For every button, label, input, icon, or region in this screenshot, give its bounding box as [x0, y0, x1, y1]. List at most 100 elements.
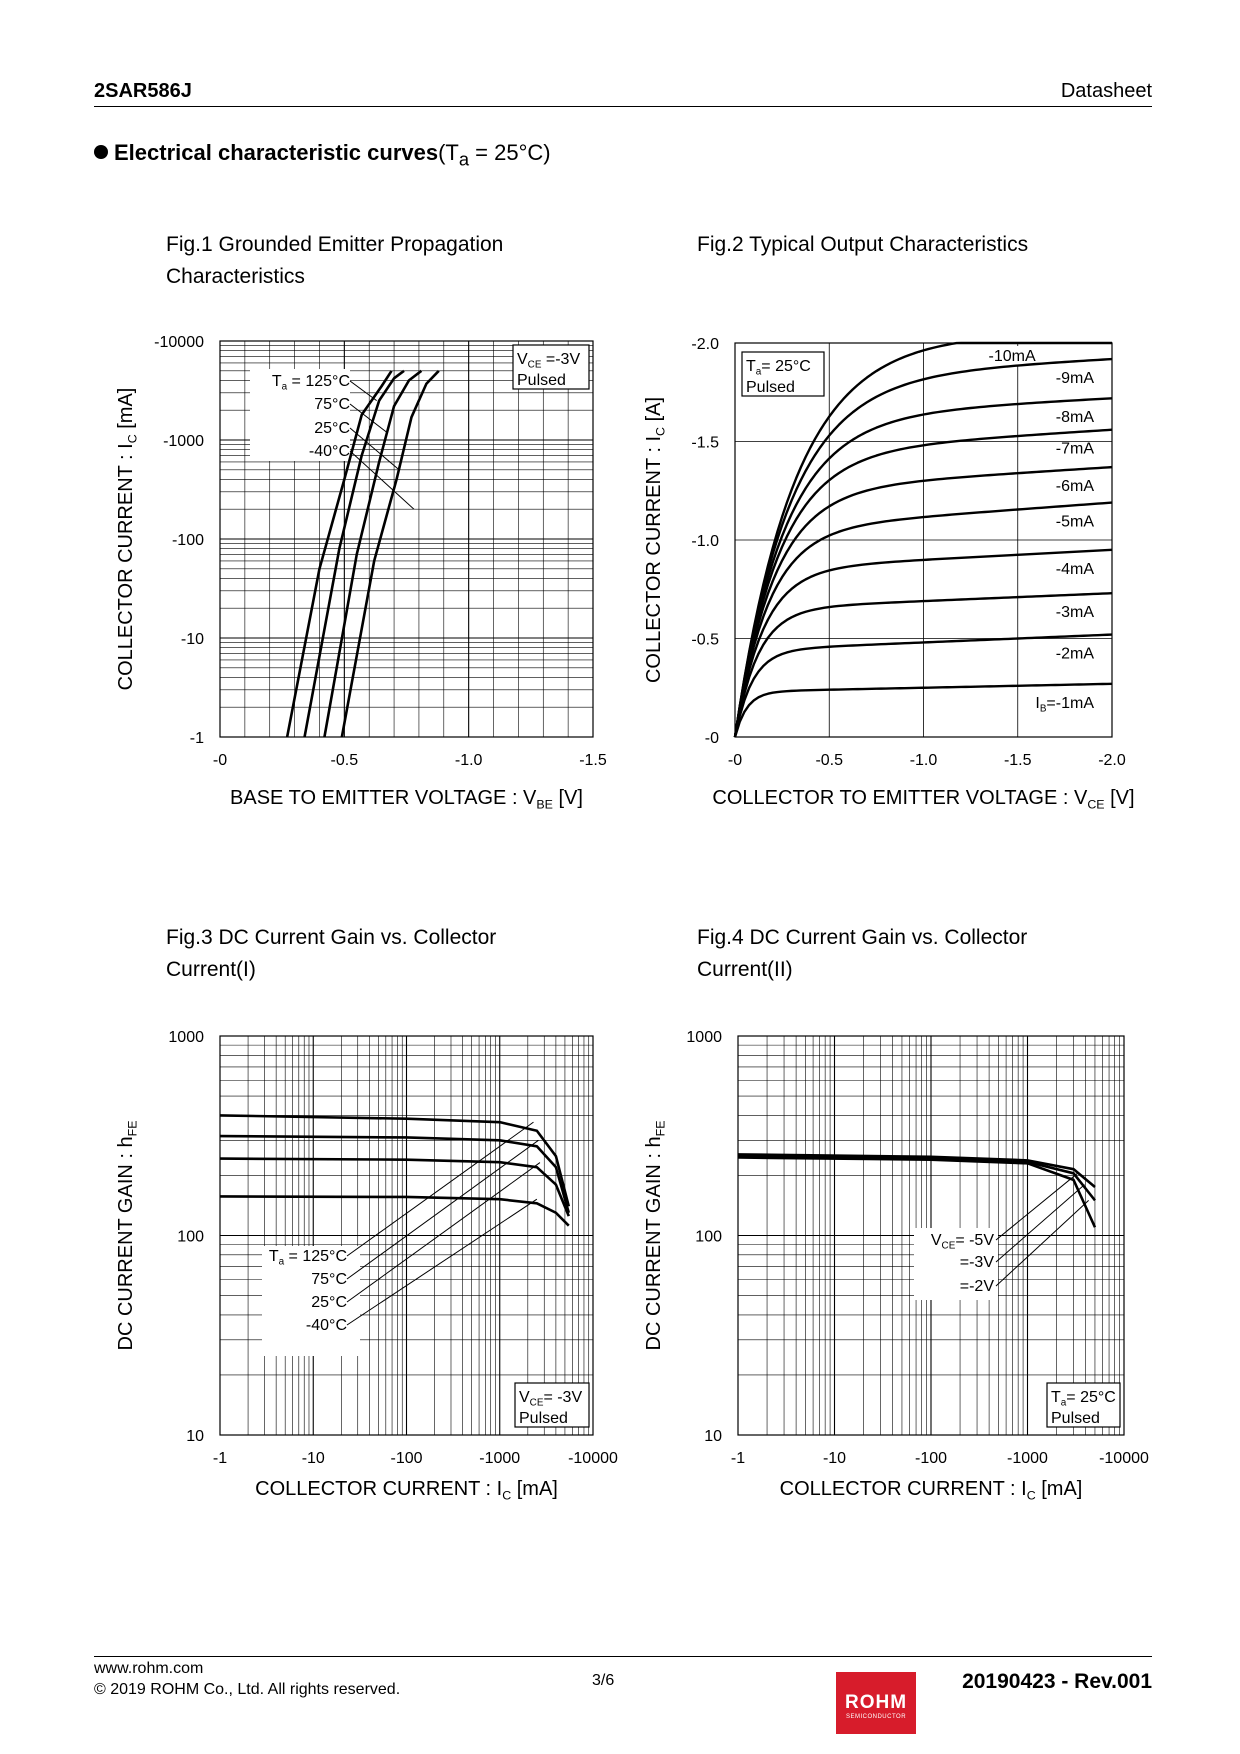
- fig3-legend-label: -40°C: [306, 1317, 347, 1334]
- fig1-legend-leader: [349, 403, 387, 433]
- fig1-legend-leader: [349, 450, 415, 510]
- fig4-ytick: 1000: [686, 1029, 722, 1046]
- fig2-series-label: -8mA: [1056, 409, 1095, 426]
- fig1-xtick: -0.5: [331, 752, 359, 769]
- fig3-ytick: 10: [186, 1428, 204, 1445]
- fig3-series-0: [219, 1114, 571, 1207]
- fig3-condition-box: [514, 1382, 590, 1428]
- fig4-condition-box: [1046, 1382, 1121, 1428]
- fig4-condition-label: Pulsed: [1051, 1410, 1100, 1427]
- fig4-ylabel: DC CURRENT GAIN : hFE: [643, 1121, 667, 1351]
- fig1-xtick: -1.0: [455, 752, 483, 769]
- fig2-series-label: -9mA: [1056, 370, 1095, 387]
- fig1-xtick: -1.5: [579, 752, 607, 769]
- fig4-legend-label: VCE= -5V: [931, 1232, 994, 1252]
- fig4-ytick: 100: [695, 1229, 722, 1246]
- fig1-ytick: -10000: [154, 334, 204, 351]
- fig1-ytick: -100: [172, 532, 204, 549]
- section-title: Electrical characteristic curves(Ta = 25…: [94, 140, 551, 170]
- fig3-series-2: [219, 1157, 570, 1217]
- footer-url[interactable]: www.rohm.com: [94, 1660, 204, 1677]
- fig3-legend-label: Ta = 125°C: [269, 1248, 347, 1268]
- fig3-legend-label: 25°C: [311, 1294, 347, 1311]
- fig3-series-1: [219, 1134, 571, 1214]
- fig4-legend-label: =-2V: [960, 1278, 995, 1295]
- fig4-series-1: [737, 1154, 1096, 1202]
- fig3-xtick: -1000: [479, 1450, 520, 1467]
- fig1-series-1: [303, 369, 405, 738]
- fig2-condition-label: Pulsed: [746, 379, 795, 396]
- fig1-title: Fig.1 Grounded Emitter Propagation Chara…: [166, 233, 504, 288]
- fig1-ylabel: COLLECTOR CURRENT : IC [mA]: [115, 388, 139, 691]
- fig4-xtick: -10: [823, 1450, 846, 1467]
- fig2-series-1: [733, 357, 1113, 738]
- fig1-condition-label: Pulsed: [517, 372, 566, 389]
- fig3-frame: [219, 1035, 594, 1436]
- fig1-condition-box: [512, 344, 590, 390]
- fig2-series-label: -10mA: [989, 348, 1036, 365]
- fig3-ytick: 100: [177, 1229, 204, 1246]
- fig3-ylabel: DC CURRENT GAIN : hFE: [115, 1121, 139, 1351]
- fig3-condition-label: VCE= -3V: [519, 1389, 582, 1409]
- fig4-condition-label: Ta= 25°C: [1051, 1389, 1116, 1409]
- fig4-legend-bg: [914, 1228, 998, 1300]
- fig2-xlabel: COLLECTOR TO EMITTER VOLTAGE : VCE [V]: [712, 787, 1134, 811]
- fig2-ytick: -0: [705, 730, 719, 747]
- fig3-legend-bg: [262, 1246, 360, 1356]
- fig2-series-5: [733, 501, 1113, 738]
- header-divider: [94, 106, 1152, 107]
- fig3-xtick: -10000: [568, 1450, 618, 1467]
- fig2-frame: [734, 342, 1113, 738]
- fig2-series-label: -6mA: [1056, 478, 1095, 495]
- fig2-chart: -0 -0.5 -1.0 -1.5 -2.0 -2.0 -1.5 -1.0 -0.5 -0 -10m…: [643, 336, 1135, 811]
- fig1-chart: -0 -0.5 -1.0 -1.5 -10000 -1000 -100 -10 -1 Ta = 1…: [115, 334, 607, 811]
- fig1-legend-label: -40°C: [309, 443, 350, 460]
- fig2-xtick: -1.0: [910, 752, 938, 769]
- fig3-xtick: -100: [390, 1450, 422, 1467]
- fig4-legend-leader: [995, 1172, 1078, 1241]
- fig1-ytick: -10: [181, 631, 204, 648]
- fig2-series-label: -3mA: [1056, 604, 1095, 621]
- fig1-series-2: [323, 369, 423, 738]
- fig1-legend-leader: [349, 380, 377, 402]
- footer-divider: [94, 1656, 1152, 1657]
- fig2-series-3: [733, 428, 1113, 738]
- fig3-legend-label: 75°C: [311, 1271, 347, 1288]
- fig2-series-label: -5mA: [1056, 514, 1095, 531]
- fig1-xtick: -0: [213, 752, 227, 769]
- fig2-ylabel: COLLECTOR CURRENT : IC [A]: [643, 397, 667, 683]
- fig1-condition-label: VCE =-3V: [517, 351, 580, 371]
- fig1-xlabel: BASE TO EMITTER VOLTAGE : VBE [V]: [230, 787, 583, 811]
- fig1-ytick: -1000: [163, 433, 204, 450]
- fig4-legend-leader: [995, 1200, 1089, 1287]
- fig4-xlabel: COLLECTOR CURRENT : IC [mA]: [780, 1478, 1083, 1502]
- fig2-series-label: -2mA: [1056, 646, 1095, 663]
- fig2-ytick: -1.5: [691, 435, 719, 452]
- fig2-xtick: -0: [728, 752, 742, 769]
- fig2-series-label: IB=-1mA: [1035, 695, 1094, 715]
- fig4-xtick: -100: [915, 1450, 947, 1467]
- fig4-legend-leader: [995, 1184, 1085, 1263]
- fig2-ytick: -0.5: [691, 632, 719, 649]
- fig3-legend-leader: [346, 1198, 538, 1326]
- fig1-legend-label: Ta = 125°C: [272, 373, 350, 393]
- fig2-xtick: -1.5: [1004, 752, 1032, 769]
- fig3-legend-leader: [346, 1162, 541, 1303]
- fig2-xtick: -2.0: [1098, 752, 1126, 769]
- fig4-xtick: -1: [731, 1450, 745, 1467]
- fig1-legend-bg: [250, 369, 350, 461]
- fig2-title: Fig.2 Typical Output Characteristics: [697, 233, 1029, 256]
- footer-copyright: © 2019 ROHM Co., Ltd. All rights reserve…: [94, 1681, 401, 1698]
- fig3-xlabel: COLLECTOR CURRENT : IC [mA]: [255, 1478, 558, 1502]
- fig2-condition-label: Ta= 25°C: [746, 358, 811, 378]
- fig3-title: Fig.3 DC Current Gain vs. Collector Curr…: [166, 926, 497, 981]
- revision: 20190423 - Rev.001: [962, 1670, 1152, 1693]
- fig2-ytick: -2.0: [691, 336, 719, 353]
- fig2-ytick: -1.0: [691, 533, 719, 550]
- fig4-xtick: -1000: [1007, 1450, 1048, 1467]
- fig2-series-8: [733, 633, 1113, 738]
- fig1-frame: [219, 340, 594, 738]
- fig3-legend-leader: [346, 1139, 539, 1280]
- fig1-legend-leader: [349, 427, 400, 471]
